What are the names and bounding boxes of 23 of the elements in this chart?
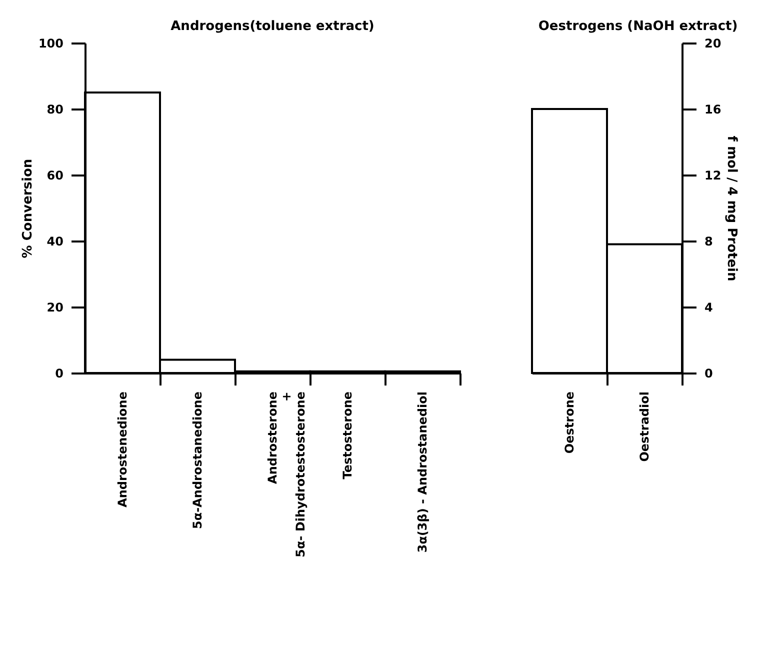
x-tick-label: 3α(3β) - Androstanediol — [416, 392, 430, 553]
chart-title: Oestrogens (NaOH extract) — [538, 19, 738, 34]
y-axis-title: f mol / 4 mg Protein — [724, 136, 740, 282]
y-tick-label: 0 — [704, 366, 713, 380]
y-tick-label: 100 — [38, 36, 64, 50]
y-tick-label: 8 — [704, 234, 713, 248]
x-tick-label: 5α-Androstanedione — [190, 392, 204, 529]
x-tick-label: Androsterone + 5α- Dihydrotestosterone — [266, 392, 308, 558]
y-tick-label: 0 — [55, 366, 64, 380]
y-axis-title: % Conversion — [20, 158, 36, 258]
y-tick-label: 16 — [704, 102, 722, 116]
y-tick-label: 40 — [46, 234, 64, 248]
y-tick-label: 20 — [46, 300, 64, 314]
y-tick-label: 60 — [46, 168, 64, 182]
x-tick-label: Androstenedione — [116, 392, 130, 508]
chart-title: Androgens(toluene extract) — [170, 19, 374, 34]
y-tick-label: 20 — [704, 36, 722, 50]
x-tick-label: Testosterone — [340, 392, 354, 480]
y-tick-label: 4 — [704, 300, 713, 314]
x-tick-label: Oestradiol — [638, 392, 652, 462]
y-tick-label: 12 — [704, 168, 722, 182]
y-tick-label: 80 — [46, 102, 64, 116]
x-tick-label: Oestrone — [562, 392, 576, 454]
